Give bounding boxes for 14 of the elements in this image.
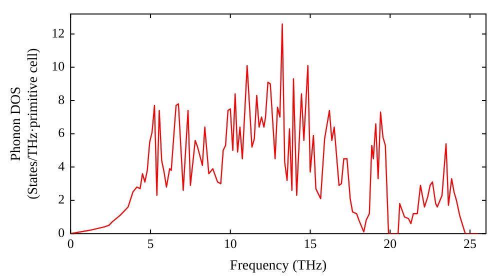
y-tick-label: 8 — [58, 92, 65, 107]
y-tick-label: 4 — [58, 158, 66, 174]
y-tick-label: 0 — [58, 225, 65, 240]
y-tick-label: 6 — [58, 125, 66, 140]
x-tick-label: 20 — [384, 236, 397, 251]
x-tick-label: 10 — [224, 236, 237, 251]
x-tick-label: 15 — [304, 236, 317, 251]
y-tick-label: 10 — [52, 58, 65, 74]
y-axis-title: Phonon DOS (States/THz·primitive cell) — [9, 48, 41, 200]
y-tick-label: 12 — [52, 25, 65, 40]
x-tick-label: 25 — [464, 236, 477, 251]
x-axis-title: Frequency (THz) — [230, 258, 328, 274]
y-tick-label: 2 — [58, 192, 65, 207]
x-tick-label: 5 — [147, 236, 154, 251]
